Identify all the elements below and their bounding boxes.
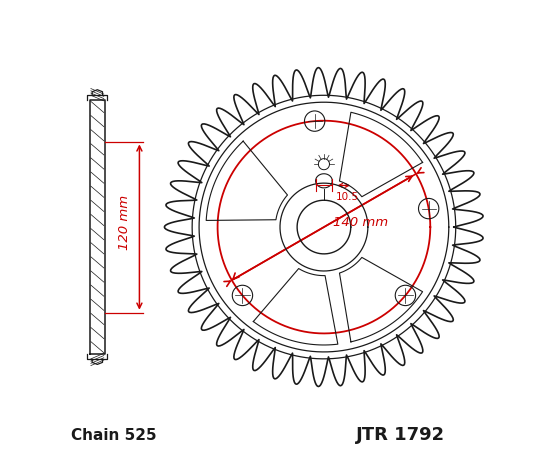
Text: 120 mm: 120 mm <box>118 195 131 250</box>
Text: JTR 1792: JTR 1792 <box>356 426 445 444</box>
Text: 10.5: 10.5 <box>336 192 359 202</box>
Text: Chain 525: Chain 525 <box>71 428 156 443</box>
Text: 140 mm: 140 mm <box>333 216 388 229</box>
